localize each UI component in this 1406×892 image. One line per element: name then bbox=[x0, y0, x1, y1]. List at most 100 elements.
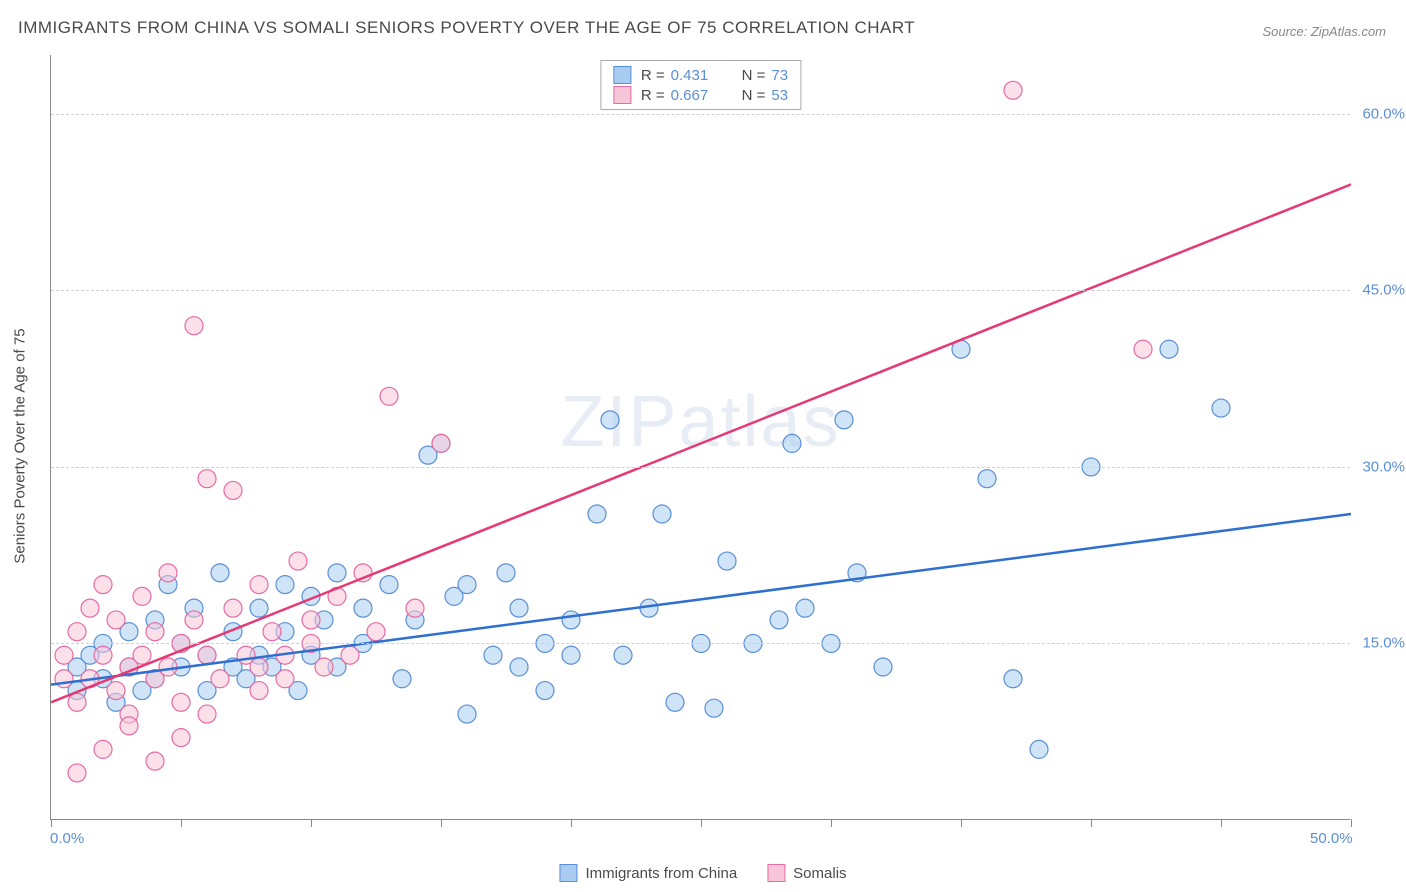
data-point bbox=[1004, 81, 1022, 99]
data-point bbox=[354, 599, 372, 617]
gridline bbox=[51, 643, 1350, 644]
x-tick-label: 50.0% bbox=[1310, 830, 1353, 847]
data-point bbox=[432, 434, 450, 452]
data-point bbox=[198, 646, 216, 664]
legend-stat-row: R =0.431N =73 bbox=[613, 65, 788, 85]
x-tick bbox=[831, 819, 832, 827]
data-point bbox=[835, 411, 853, 429]
data-point bbox=[198, 470, 216, 488]
y-tick-label: 45.0% bbox=[1362, 282, 1405, 299]
data-point bbox=[55, 670, 73, 688]
data-point bbox=[978, 470, 996, 488]
data-point bbox=[562, 611, 580, 629]
data-point bbox=[510, 658, 528, 676]
gridline bbox=[51, 114, 1350, 115]
legend-swatch bbox=[613, 66, 631, 84]
plot-area: ZIPatlas R =0.431N =73R =0.667N =53 15.0… bbox=[50, 55, 1350, 820]
legend-series-item: Somalis bbox=[767, 864, 846, 882]
data-point bbox=[718, 552, 736, 570]
data-point bbox=[224, 481, 242, 499]
x-tick bbox=[311, 819, 312, 827]
data-point bbox=[172, 693, 190, 711]
data-point bbox=[133, 587, 151, 605]
data-point bbox=[146, 752, 164, 770]
trend-line bbox=[51, 514, 1351, 685]
data-point bbox=[55, 646, 73, 664]
y-axis-label: Seniors Poverty Over the Age of 75 bbox=[12, 328, 29, 563]
data-point bbox=[159, 658, 177, 676]
data-point bbox=[198, 705, 216, 723]
r-label: R = bbox=[641, 67, 665, 84]
data-point bbox=[185, 611, 203, 629]
n-label: N = bbox=[742, 87, 766, 104]
data-point bbox=[1160, 340, 1178, 358]
data-point bbox=[94, 740, 112, 758]
x-tick bbox=[181, 819, 182, 827]
data-point bbox=[796, 599, 814, 617]
chart-title: IMMIGRANTS FROM CHINA VS SOMALI SENIORS … bbox=[18, 18, 915, 38]
data-point bbox=[172, 729, 190, 747]
data-point bbox=[81, 599, 99, 617]
data-point bbox=[458, 705, 476, 723]
data-point bbox=[705, 699, 723, 717]
data-point bbox=[458, 576, 476, 594]
data-point bbox=[367, 623, 385, 641]
data-point bbox=[250, 682, 268, 700]
gridline bbox=[51, 467, 1350, 468]
x-tick bbox=[571, 819, 572, 827]
data-point bbox=[289, 552, 307, 570]
data-point bbox=[276, 670, 294, 688]
data-point bbox=[393, 670, 411, 688]
x-tick bbox=[1221, 819, 1222, 827]
legend-stats: R =0.431N =73R =0.667N =53 bbox=[600, 60, 801, 110]
data-point bbox=[1212, 399, 1230, 417]
data-point bbox=[94, 576, 112, 594]
x-tick bbox=[51, 819, 52, 827]
data-point bbox=[341, 646, 359, 664]
data-point bbox=[380, 387, 398, 405]
trend-line bbox=[51, 184, 1351, 702]
data-point bbox=[276, 576, 294, 594]
data-point bbox=[536, 682, 554, 700]
data-point bbox=[588, 505, 606, 523]
n-label: N = bbox=[742, 67, 766, 84]
data-point bbox=[562, 646, 580, 664]
legend-swatch bbox=[613, 86, 631, 104]
data-point bbox=[68, 623, 86, 641]
x-tick-label: 0.0% bbox=[50, 830, 84, 847]
data-point bbox=[497, 564, 515, 582]
data-point bbox=[874, 658, 892, 676]
data-point bbox=[406, 599, 424, 617]
data-point bbox=[601, 411, 619, 429]
gridline bbox=[51, 290, 1350, 291]
data-point bbox=[1134, 340, 1152, 358]
data-point bbox=[1030, 740, 1048, 758]
data-point bbox=[133, 646, 151, 664]
data-point bbox=[783, 434, 801, 452]
x-tick bbox=[701, 819, 702, 827]
data-point bbox=[120, 717, 138, 735]
data-point bbox=[68, 693, 86, 711]
data-point bbox=[159, 564, 177, 582]
legend-swatch bbox=[767, 864, 785, 882]
n-value: 53 bbox=[771, 87, 788, 104]
source-attribution: Source: ZipAtlas.com bbox=[1262, 24, 1386, 39]
legend-series-label: Somalis bbox=[793, 865, 846, 882]
data-point bbox=[380, 576, 398, 594]
data-point bbox=[146, 623, 164, 641]
data-point bbox=[107, 611, 125, 629]
data-point bbox=[1004, 670, 1022, 688]
y-tick-label: 60.0% bbox=[1362, 105, 1405, 122]
chart-container: IMMIGRANTS FROM CHINA VS SOMALI SENIORS … bbox=[0, 0, 1406, 892]
data-point bbox=[770, 611, 788, 629]
data-point bbox=[94, 646, 112, 664]
data-point bbox=[614, 646, 632, 664]
y-tick-label: 15.0% bbox=[1362, 635, 1405, 652]
data-point bbox=[315, 658, 333, 676]
data-point bbox=[510, 599, 528, 617]
data-point bbox=[107, 682, 125, 700]
r-value: 0.431 bbox=[671, 67, 726, 84]
legend-stat-row: R = 0.667 N = 53 bbox=[613, 85, 788, 105]
r-label: R = bbox=[641, 87, 665, 104]
r-value: 0.667 bbox=[671, 87, 726, 104]
